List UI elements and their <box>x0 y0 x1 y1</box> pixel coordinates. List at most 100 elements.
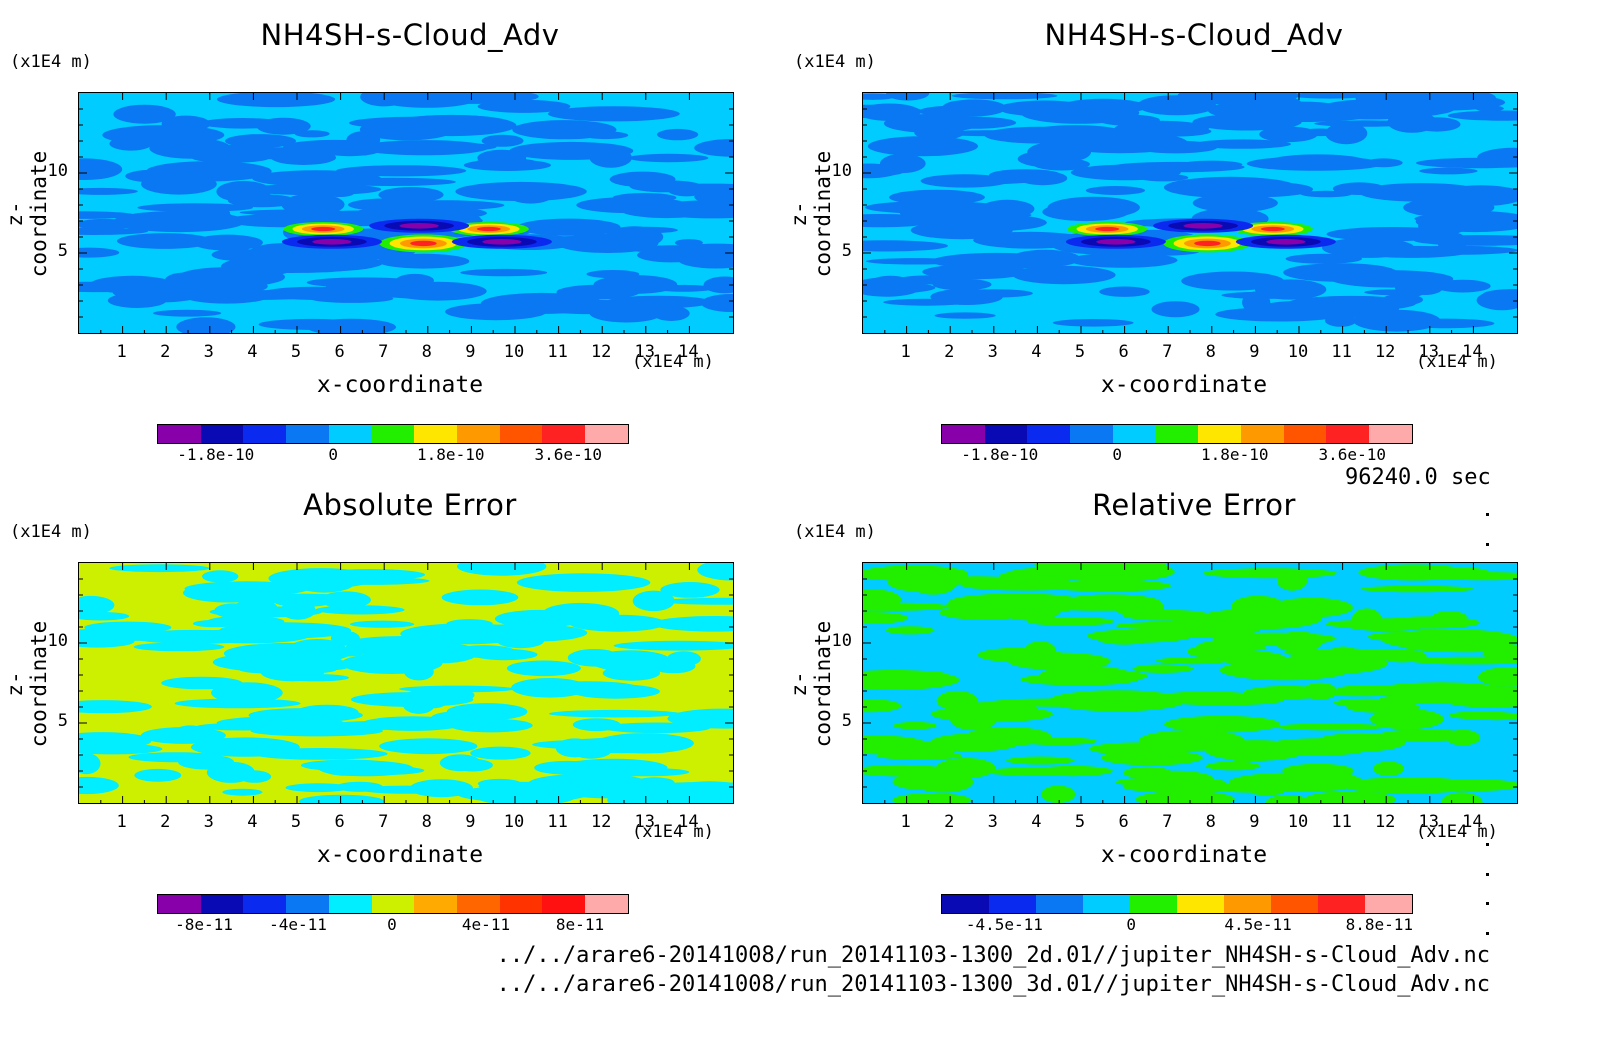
x-tick-label: 7 <box>1162 812 1173 832</box>
pattern-blob <box>326 647 367 657</box>
pattern-blob <box>657 128 699 141</box>
chart-panel-top-left: NH4SH-s-Cloud_Adv (x1E4 m) z-coordinate … <box>0 0 780 490</box>
contour-feature <box>1095 226 1120 232</box>
x-tick-label: 3 <box>203 812 214 832</box>
pattern-blob <box>116 233 213 249</box>
x-tick-label: 3 <box>987 342 998 362</box>
colorbar-swatch <box>1155 425 1199 443</box>
colorbar-swatch <box>1083 895 1130 913</box>
pattern-blob <box>1260 738 1373 756</box>
pattern-blob <box>176 317 236 333</box>
pattern-blob <box>282 674 349 682</box>
pattern-blob <box>1270 597 1353 618</box>
pattern-blob <box>532 739 648 750</box>
colorbar-swatch <box>1224 895 1271 913</box>
pattern-blob <box>1351 608 1382 630</box>
colorbar-swatch <box>286 425 329 443</box>
field-pattern <box>863 93 1517 332</box>
y-tick-label: 5 <box>57 711 68 731</box>
pattern-blob <box>211 682 283 704</box>
x-tick-label: 14 <box>1462 342 1483 362</box>
pattern-blob <box>268 568 374 589</box>
x-tick-label: 2 <box>160 812 171 832</box>
contour-feature <box>399 223 439 229</box>
colorbar-swatch <box>942 425 985 443</box>
pattern-blob <box>660 582 720 598</box>
pattern-blob <box>569 303 618 315</box>
pattern-blob <box>983 767 1085 776</box>
pattern-blob <box>619 201 713 219</box>
pattern-blob <box>375 200 505 211</box>
pattern-blob <box>986 698 1124 707</box>
pattern-blob <box>1061 594 1161 610</box>
pattern-blob <box>885 626 935 635</box>
pattern-blob <box>1355 245 1468 258</box>
pattern-blob <box>1033 158 1090 171</box>
chart-title: Absolute Error <box>303 488 517 522</box>
pattern-blob <box>470 746 531 760</box>
pattern-blob <box>694 139 733 157</box>
pattern-blob <box>233 265 349 273</box>
colorbar-tick-label: -1.8e-10 <box>961 445 1039 464</box>
x-tick-label: 14 <box>678 342 699 362</box>
pattern-blob <box>1478 667 1517 687</box>
x-tick-label: 7 <box>1162 342 1173 362</box>
pattern-blob <box>202 570 239 583</box>
pattern-blob <box>79 218 134 230</box>
pattern-blob <box>351 692 474 707</box>
colorbar-swatch <box>1365 895 1412 913</box>
pattern-blob <box>893 721 937 730</box>
pattern-blob <box>602 722 711 734</box>
pattern-blob <box>306 318 396 333</box>
colorbar-tick-label: 3.6e-10 <box>1318 445 1386 464</box>
pattern-blob <box>1447 110 1517 121</box>
x-tick-label: 4 <box>1031 812 1042 832</box>
file-path-3d: ../../arare6-20141008/run_20141103-1300_… <box>496 972 1490 997</box>
pattern-blob <box>1020 673 1139 686</box>
x-tick-label: 5 <box>1074 342 1086 362</box>
colorbar-tick-label: 1.8e-10 <box>1201 445 1269 464</box>
colorbar-swatch <box>328 425 372 443</box>
pattern-blob <box>107 293 167 308</box>
pattern-blob <box>1019 737 1097 746</box>
pattern-blob <box>359 118 455 141</box>
x-axis-label: x-coordinate <box>1100 372 1268 398</box>
x-tick-label: 9 <box>465 812 476 832</box>
pattern-blob <box>940 100 975 120</box>
pattern-blob <box>1212 636 1330 646</box>
pattern-blob <box>150 217 221 229</box>
colorbar-tick-label: 4e-11 <box>461 915 511 934</box>
pattern-blob <box>1224 747 1272 763</box>
pattern-blob <box>1132 664 1194 673</box>
pattern-blob <box>247 183 382 196</box>
colorbar-tick-label: 8e-11 <box>555 915 605 934</box>
pattern-blob <box>886 93 930 101</box>
pattern-blob <box>1360 585 1474 593</box>
contour-feature <box>476 226 501 232</box>
pattern-blob <box>159 276 268 296</box>
pattern-blob <box>602 767 690 777</box>
x-axis-label: x-coordinate <box>316 842 484 868</box>
pattern-blob <box>667 183 706 197</box>
x-tick-label: 6 <box>334 342 345 362</box>
x-tick-label: 8 <box>1205 812 1216 832</box>
pattern-blob <box>863 589 902 610</box>
colorbar-swatch <box>243 895 287 913</box>
pattern-blob <box>701 294 733 312</box>
pattern-blob <box>1326 227 1456 242</box>
pattern-blob <box>950 708 997 731</box>
pattern-blob <box>1230 595 1286 618</box>
pattern-blob <box>345 638 450 658</box>
pattern-blob <box>481 134 524 147</box>
x-tick-label: 5 <box>290 342 302 362</box>
pattern-blob <box>1432 611 1467 623</box>
pattern-blob <box>1275 723 1386 731</box>
colorbar-swatch <box>286 895 329 913</box>
pattern-blob <box>79 776 119 795</box>
pattern-blob <box>928 116 1017 129</box>
pattern-blob <box>318 291 368 299</box>
pattern-blob <box>628 153 709 163</box>
pattern-blob <box>1431 572 1517 581</box>
